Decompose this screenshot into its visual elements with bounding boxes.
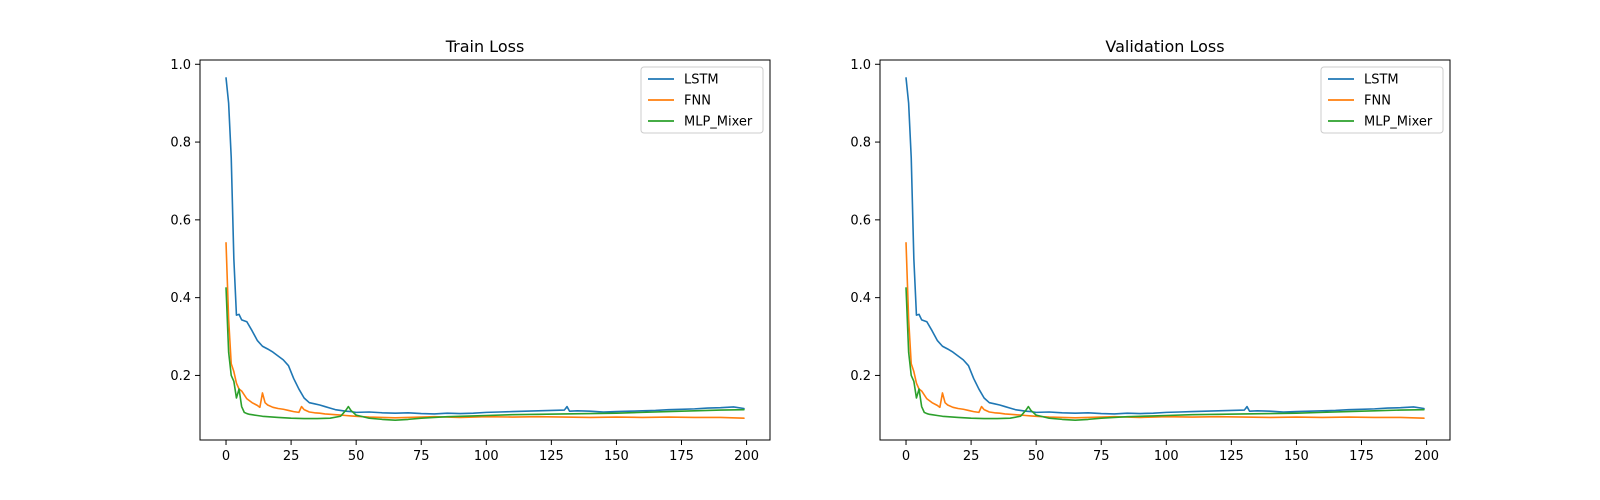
- validation-loss-y-ticks: 0.2 0.4 0.6 0.8 1.0: [850, 58, 880, 384]
- validation-loss-legend-label: MLP_Mixer: [1364, 115, 1433, 130]
- validation-loss-x-tick-label: 75: [1093, 449, 1110, 464]
- validation-loss-y-tick-label: 0.8: [850, 136, 871, 151]
- validation-loss-plot-area: [905, 77, 1425, 421]
- validation-loss-x-tick-label: 150: [1284, 449, 1309, 464]
- train-loss-legend-label: FNN: [684, 94, 711, 109]
- validation-loss-x-tick-label: 25: [963, 449, 980, 464]
- train-loss-title: Train Loss: [445, 37, 525, 56]
- train-loss-series-mlp-mixer: [225, 287, 745, 421]
- validation-loss-series-mlp-mixer: [905, 287, 1425, 421]
- train-loss-series-lstm: [225, 77, 745, 415]
- validation-loss-chart: Validation Loss 0 25 50 75 100 125 150 175 200 0…: [850, 37, 1451, 464]
- validation-loss-x-tick-label: 125: [1219, 449, 1244, 464]
- validation-loss-legend-label: LSTM: [1364, 73, 1399, 88]
- validation-loss-x-tick-label: 0: [902, 449, 910, 464]
- validation-loss-y-tick-label: 1.0: [850, 58, 871, 73]
- validation-loss-legend: LSTM FNN MLP_Mixer: [1320, 66, 1444, 134]
- validation-loss-legend-label: FNN: [1364, 94, 1391, 109]
- train-loss-y-tick-label: 0.6: [170, 213, 191, 228]
- train-loss-x-tick-label: 50: [348, 449, 365, 464]
- train-loss-y-tick-label: 0.4: [170, 291, 191, 306]
- train-loss-y-tick-label: 0.8: [170, 136, 191, 151]
- train-loss-legend: LSTM FNN MLP_Mixer: [640, 66, 764, 134]
- train-loss-x-tick-label: 0: [222, 449, 230, 464]
- validation-loss-x-tick-label: 175: [1349, 449, 1374, 464]
- train-loss-y-tick-label: 0.2: [170, 369, 191, 384]
- train-loss-x-tick-label: 150: [604, 449, 629, 464]
- train-loss-x-tick-label: 100: [474, 449, 499, 464]
- train-loss-x-tick-label: 75: [413, 449, 430, 464]
- train-loss-x-tick-label: 200: [734, 449, 759, 464]
- train-loss-x-ticks: 0 25 50 75 100 125 150 175 200: [222, 440, 759, 464]
- validation-loss-x-tick-label: 200: [1414, 449, 1439, 464]
- train-loss-x-tick-label: 25: [283, 449, 300, 464]
- train-loss-x-tick-label: 125: [539, 449, 564, 464]
- validation-loss-series-fnn: [905, 242, 1425, 420]
- validation-loss-axes-frame: [879, 59, 1451, 441]
- validation-loss-x-tick-label: 50: [1028, 449, 1045, 464]
- train-loss-axes-frame: [199, 59, 771, 441]
- train-loss-plot-area: [225, 77, 745, 421]
- validation-loss-y-tick-label: 0.2: [850, 369, 871, 384]
- validation-loss-title: Validation Loss: [1105, 37, 1224, 56]
- train-loss-chart: Train Loss 0 25 50 75 100 125 150 175 200 0.2 0.4…: [170, 37, 771, 464]
- train-loss-series-fnn: [225, 242, 745, 420]
- train-loss-legend-label: LSTM: [684, 73, 719, 88]
- train-loss-x-tick-label: 175: [669, 449, 694, 464]
- train-loss-y-ticks: 0.2 0.4 0.6 0.8 1.0: [170, 58, 200, 384]
- validation-loss-legend-box: [1320, 66, 1444, 134]
- train-loss-y-tick-label: 1.0: [170, 58, 191, 73]
- validation-loss-x-tick-label: 100: [1154, 449, 1179, 464]
- validation-loss-y-tick-label: 0.4: [850, 291, 871, 306]
- validation-loss-x-ticks: 0 25 50 75 100 125 150 175 200: [902, 440, 1439, 464]
- validation-loss-series-lstm: [905, 77, 1425, 415]
- train-loss-legend-label: MLP_Mixer: [684, 115, 753, 130]
- validation-loss-y-tick-label: 0.6: [850, 213, 871, 228]
- train-loss-legend-box: [640, 66, 764, 134]
